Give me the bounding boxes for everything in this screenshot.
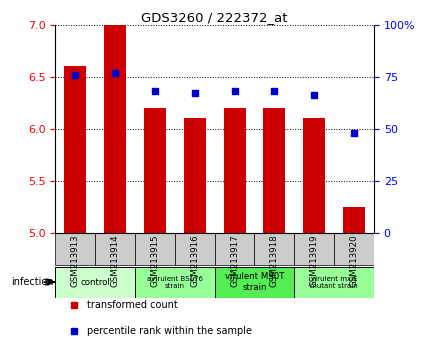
Bar <box>135 267 215 298</box>
Text: infection: infection <box>11 277 53 287</box>
Bar <box>215 233 255 265</box>
Text: GSM213915: GSM213915 <box>150 234 159 287</box>
Text: GSM213918: GSM213918 <box>270 234 279 287</box>
Bar <box>55 267 135 298</box>
Text: GSM213917: GSM213917 <box>230 234 239 287</box>
Text: GSM213916: GSM213916 <box>190 234 199 287</box>
Bar <box>64 66 86 233</box>
Point <box>72 72 79 78</box>
Bar <box>104 25 126 233</box>
Bar <box>294 233 334 265</box>
Text: virulent M90T
strain: virulent M90T strain <box>225 272 284 292</box>
Point <box>271 88 278 94</box>
Text: GSM213914: GSM213914 <box>110 234 119 287</box>
Point <box>151 88 158 94</box>
Text: virulent mxiE
mutant strain: virulent mxiE mutant strain <box>310 275 358 289</box>
Bar <box>224 108 246 233</box>
Text: GSM213919: GSM213919 <box>310 234 319 287</box>
Bar <box>184 118 206 233</box>
Point <box>112 70 119 75</box>
Bar <box>55 233 95 265</box>
Text: GSM213920: GSM213920 <box>350 234 359 287</box>
Point <box>231 88 238 94</box>
Bar <box>334 233 374 265</box>
Bar <box>135 233 175 265</box>
Bar <box>343 207 365 233</box>
Point <box>191 91 198 96</box>
Bar <box>144 108 166 233</box>
Bar <box>303 118 325 233</box>
Point <box>351 130 357 136</box>
Text: avirulent BS176
strain: avirulent BS176 strain <box>147 275 203 289</box>
Bar <box>255 233 294 265</box>
Bar <box>95 233 135 265</box>
Point <box>311 93 317 98</box>
Text: percentile rank within the sample: percentile rank within the sample <box>87 326 252 336</box>
Bar <box>264 108 285 233</box>
Text: GSM213913: GSM213913 <box>71 234 79 287</box>
Text: transformed count: transformed count <box>87 300 178 310</box>
Bar <box>294 267 374 298</box>
Bar <box>215 267 294 298</box>
Title: GDS3260 / 222372_at: GDS3260 / 222372_at <box>142 11 288 24</box>
Text: control: control <box>80 278 110 286</box>
Bar <box>175 233 215 265</box>
